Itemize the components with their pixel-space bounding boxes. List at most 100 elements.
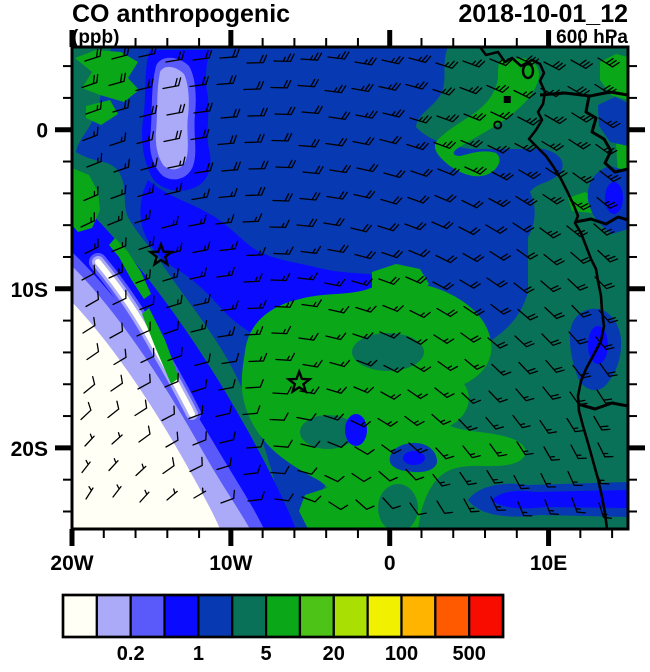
wind-barb (544, 306, 565, 320)
wind-barb (435, 447, 455, 460)
colorbar-tick-label: 100 (385, 643, 418, 665)
wind-barb (383, 364, 405, 373)
y-axis-tick-label: 10S (11, 279, 48, 302)
island-circle-marker (493, 120, 503, 130)
wind-barb (436, 307, 458, 318)
wind-barb (298, 138, 320, 148)
wind-barb (513, 89, 537, 99)
wind-barb (299, 386, 320, 395)
wind-barb (248, 160, 269, 170)
wind-barb (514, 142, 537, 153)
wind-barb (296, 218, 318, 228)
wind-barb (221, 161, 241, 172)
wind-barb (189, 456, 203, 473)
wind-barb (432, 473, 451, 487)
wind-barb (355, 305, 377, 313)
colorbar: 0.2 1 5 20 100 500 (61, 593, 505, 665)
wind-barb (464, 166, 487, 175)
wind-barb (354, 446, 375, 455)
wind-barb (490, 496, 507, 511)
wind-barb (108, 458, 119, 472)
wind-barb (86, 343, 100, 361)
colorbar-cell (231, 593, 268, 639)
wind-barb (297, 78, 319, 88)
wind-barb (219, 431, 236, 444)
wind-barb (490, 111, 514, 120)
wind-barb (382, 497, 401, 510)
wind-barb (325, 137, 348, 147)
wind-barb (539, 419, 558, 434)
wind-barb (410, 362, 432, 373)
wind-barb (355, 110, 378, 119)
wind-barb (491, 363, 512, 376)
wind-barb (572, 364, 592, 379)
wind-barb (297, 467, 318, 475)
wind-barb (216, 456, 232, 471)
colorbar-cell (298, 593, 335, 639)
co-patch-5-10ppb (600, 54, 628, 100)
wind-barb (107, 210, 123, 226)
wind-barb (188, 405, 204, 420)
wind-barb (463, 305, 485, 316)
wind-barb (270, 79, 292, 89)
wind-barb (545, 167, 568, 178)
wind-barb (81, 459, 91, 474)
country-border (577, 401, 628, 411)
wind-barb (382, 304, 404, 312)
wind-barb (329, 359, 351, 368)
wind-barb (302, 359, 323, 368)
wind-barb (433, 140, 456, 149)
wind-barb (380, 196, 403, 205)
colorbar-tick-label: 20 (323, 643, 345, 665)
wind-barb (437, 167, 460, 176)
wind-barb (243, 273, 263, 283)
wind-barb (140, 347, 155, 364)
wind-barb (540, 280, 562, 293)
colorbar-tick-label: 1 (193, 643, 204, 665)
wind-barb (138, 425, 151, 443)
wind-barb (296, 413, 317, 421)
wind-barb (379, 331, 401, 339)
wind-barb (136, 131, 155, 145)
wind-barb (220, 489, 236, 504)
wind-barb (139, 104, 158, 118)
wind-barb (270, 465, 290, 475)
wind-barb (246, 246, 266, 257)
wind-barb (459, 279, 481, 289)
co-patch-5-10ppb (299, 487, 342, 529)
wind-barb (597, 249, 619, 263)
wind-barb (84, 433, 95, 447)
wind-barb (488, 197, 511, 208)
co-patch-5-10ppb (372, 264, 429, 303)
wind-barb (191, 188, 210, 201)
wind-barb (245, 379, 264, 389)
star-marker (147, 240, 175, 268)
wind-barb (164, 182, 183, 196)
wind-barb (407, 195, 430, 204)
bioko-island-outline (521, 62, 535, 80)
wind-barb (328, 111, 351, 120)
wind-barb (110, 374, 124, 392)
wind-barb (269, 412, 289, 421)
wind-barb (378, 82, 401, 91)
wind-barb (354, 250, 376, 260)
colorbar-cell (265, 593, 302, 639)
co-patch-5-10ppb (109, 238, 151, 299)
wind-barb (85, 290, 100, 308)
low-co-region-white (72, 302, 220, 529)
co-patch-5-10ppb (86, 100, 118, 125)
wind-barb (408, 54, 432, 64)
wind-barb (352, 136, 375, 146)
wind-barb (516, 55, 540, 65)
wind-barb (486, 469, 504, 484)
wind-barb (113, 158, 130, 173)
wind-barb (356, 359, 378, 367)
wind-barb (274, 493, 294, 502)
wind-barb (405, 275, 428, 284)
wind-barb (460, 139, 484, 148)
wind-barb (219, 48, 240, 59)
station-markers-layer (147, 95, 511, 395)
plot-title: CO anthropogenic (72, 0, 290, 28)
wind-barb (325, 332, 347, 341)
wind-barb (409, 309, 431, 319)
